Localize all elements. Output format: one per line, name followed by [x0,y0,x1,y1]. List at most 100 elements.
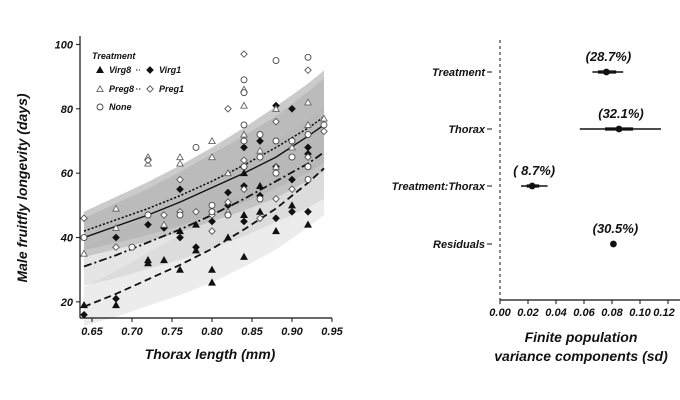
point-virg8 [112,300,120,309]
point-virg1 [272,214,280,223]
point-preg8 [208,152,216,161]
point-virg1 [192,243,200,252]
legend-marker-preg1 [146,85,154,93]
variance-components-plot: 0.00 0.02 0.04 0.06 0.08 0.10 0.12 Treatment (2… [392,40,680,364]
variance-x-tick-label: 0.02 [517,307,538,319]
point-preg1 [288,185,296,194]
point-preg1 [272,195,280,203]
point-virg1 [176,233,184,242]
point-preg1 [304,153,312,161]
point-none [208,201,216,209]
point-preg1 [176,175,184,184]
point-virg1 [176,185,184,194]
point-virg1 [288,104,296,113]
point-preg1 [304,66,312,75]
point-none [240,121,248,129]
point-none [272,57,280,64]
variance-percent-label: (32.1%) [598,106,644,121]
point-preg1 [256,214,264,223]
point-virg1 [288,207,296,216]
point-virg8 [256,207,264,215]
point-virg8 [192,220,200,228]
variance-x-tick-label: 0.12 [653,307,674,319]
y-tick-label: 20 [60,297,74,309]
point-virg8 [80,300,88,309]
x-tick-label: 0.85 [241,326,263,338]
point-preg1 [272,117,280,126]
point-none [272,137,280,145]
variance-percent-label: (30.5%) [593,221,639,236]
estimate-point [615,125,623,133]
point-preg1 [80,214,88,223]
point-virg1 [224,188,232,197]
point-preg8 [80,249,88,257]
point-none [288,153,296,161]
point-preg8 [272,162,280,170]
point-virg1 [304,207,312,216]
fit-lines [83,116,325,308]
point-preg8 [208,136,216,144]
point-preg1 [144,156,152,165]
point-virg8 [304,220,312,228]
point-none [128,243,136,251]
y-axis-label: Male fruitfly longevity (days) [14,93,30,282]
point-preg1 [224,104,232,113]
point-none [256,153,264,161]
variance-x-tick-label: 0.04 [545,307,566,319]
point-virg8 [272,226,280,235]
legend-marker-virg1 [146,66,154,74]
point-virg1 [208,217,216,226]
scatter-axes: 20 40 60 80 100 0.65 0.70 0.75 0.80 0.85 0.90 0.95 [55,36,344,338]
fit-line-preg1 [83,116,325,232]
legend-marker-none [96,103,104,111]
legend-title: Treatment [92,51,136,61]
y-tick-label: 100 [55,39,74,51]
point-none [256,195,264,203]
variance-row-treatment: Treatment (28.7%) [432,49,631,79]
x-tick-label: 0.65 [81,326,103,338]
legend-label-preg8: Preg8 [109,84,134,94]
point-virg8 [208,265,216,273]
point-virg1 [240,143,248,152]
point-virg8 [240,252,248,260]
legend-marker-preg8 [96,84,104,93]
variance-x-axis-label-line1: Finite population [525,329,638,345]
variance-x-axis-label-line2: variance components (sd) [494,348,668,364]
point-preg1 [160,211,168,219]
variance-row-label: Treatment:Thorax [392,181,486,193]
y-tick-label: 40 [60,233,74,245]
point-preg8 [176,152,184,161]
point-virg8 [176,226,184,235]
point-virg8 [256,181,264,190]
point-none [176,211,184,219]
point-none [320,121,328,129]
point-preg8 [272,104,280,112]
variance-row-treatment-thorax: Treatment:Thorax ( 8.7%) [392,163,555,193]
point-none [256,131,264,139]
variance-percent-label: ( 8.7%) [513,163,555,178]
point-none [304,53,312,61]
point-none [272,169,280,177]
variance-x-tick-label: 0.08 [601,307,623,319]
point-virg1 [112,233,120,242]
point-none [208,208,216,216]
x-tick-label: 0.80 [201,326,223,338]
point-preg8 [304,120,312,128]
data-points [80,50,328,319]
variance-row-label: Treatment [432,67,486,79]
point-none [144,211,152,219]
point-preg8 [240,101,248,109]
point-none [80,234,88,241]
point-preg8 [160,220,168,228]
legend-label-virg1: Virg1 [159,65,181,75]
point-virg1 [288,175,296,184]
point-preg1 [112,243,120,252]
fit-line-none [83,124,325,239]
variance-row-label: Residuals [433,239,485,251]
point-virg8 [288,201,296,209]
point-preg8 [224,169,232,177]
estimate-point [528,182,536,190]
legend-label-virg8: Virg8 [109,65,131,75]
